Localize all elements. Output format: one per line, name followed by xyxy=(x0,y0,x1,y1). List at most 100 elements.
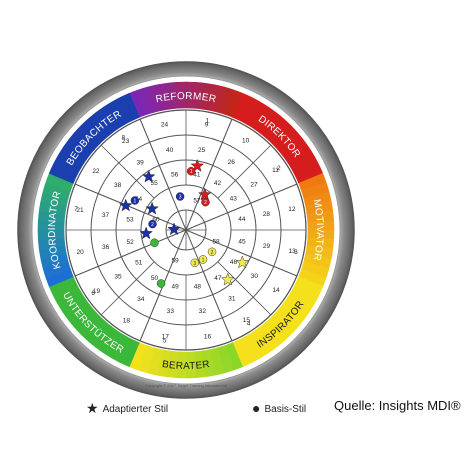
sector-number: 17 xyxy=(162,334,170,341)
sector-number: 21 xyxy=(76,207,84,214)
basic-style-dot-label: 3 xyxy=(179,195,182,201)
sector-number: 25 xyxy=(198,147,206,154)
segment-label: BERATER xyxy=(161,359,210,372)
sector-number: 32 xyxy=(199,308,207,315)
legend-basic-label: Basis-Stil xyxy=(264,404,307,415)
basic-style-dot-label: 1 xyxy=(202,257,205,263)
sector-number: 26 xyxy=(228,159,236,166)
sector-number: 23 xyxy=(122,138,130,145)
sector-number: 3 xyxy=(294,249,298,256)
basic-style-dot xyxy=(198,255,208,264)
sector-number: 24 xyxy=(161,122,169,129)
adapted-style-star xyxy=(235,255,250,269)
grid-subspoke xyxy=(74,183,145,214)
basic-style-dot-label: 3 xyxy=(193,261,196,267)
legend-basic: ● Basis-Stil xyxy=(252,400,306,416)
segment-label: MOTIVATOR xyxy=(311,198,325,261)
sector-number: 39 xyxy=(137,160,145,167)
sector-number: 20 xyxy=(77,249,85,256)
sector-number: 51 xyxy=(135,259,143,266)
grid-subspoke xyxy=(74,246,145,277)
sector-number: 9 xyxy=(205,121,209,128)
grid-subspoke xyxy=(202,118,233,189)
sector-number: 31 xyxy=(228,295,236,302)
basic-style-dot-label: 2 xyxy=(204,200,207,206)
sector-number: 16 xyxy=(204,333,212,340)
sector-number: 4 xyxy=(247,320,251,327)
grid-subspoke xyxy=(227,183,298,214)
segment-label-text: REFORMER xyxy=(155,91,217,105)
basic-style-dot xyxy=(150,238,159,247)
segment-label-text: MOTIVATOR xyxy=(311,198,325,261)
sector-number: 53 xyxy=(126,217,134,224)
basic-style-dot xyxy=(190,258,200,268)
adapted-style-star xyxy=(220,272,235,286)
adapted-style-star xyxy=(190,158,205,172)
sector-number: 60 xyxy=(152,217,160,224)
sector-number: 6 xyxy=(91,290,95,297)
legend-adapted: ★ Adaptierter Stil xyxy=(86,400,168,417)
segment-label: KOORDINATOR xyxy=(47,190,64,270)
sector-number: 45 xyxy=(238,238,246,245)
sector-number: 30 xyxy=(251,273,259,280)
grid-subspoke xyxy=(100,144,155,199)
basic-style-dot xyxy=(186,166,196,176)
segment-label-text: KOORDINATOR xyxy=(47,190,63,270)
sector-number: 36 xyxy=(102,244,110,251)
sector-number: 27 xyxy=(250,182,258,189)
sector-number: 5 xyxy=(163,337,167,344)
sector-number: 40 xyxy=(166,147,174,154)
sector-number: 56 xyxy=(171,172,179,179)
basic-style-dot-label: 2 xyxy=(151,222,154,228)
sector-number: 49 xyxy=(172,283,180,290)
basic-style-dot xyxy=(201,197,210,207)
grid-subspoke xyxy=(217,261,272,316)
adapted-style-star xyxy=(167,222,181,236)
legend-adapted-label: Adaptierter Stil xyxy=(102,404,169,415)
sector-number: 50 xyxy=(151,275,159,282)
sector-number: 55 xyxy=(151,180,159,187)
basic-style-dot xyxy=(156,279,166,288)
sector-number: 47 xyxy=(214,275,222,282)
sector-number: 41 xyxy=(193,172,201,179)
sector-number: 42 xyxy=(214,180,222,187)
sector-number: 14 xyxy=(272,287,280,294)
copyright-text: Copyright © 2007 Target Training Interna… xyxy=(145,383,227,388)
sector-number: 19 xyxy=(93,288,101,295)
segment-beobachter xyxy=(120,92,140,121)
grid-subspoke xyxy=(217,144,272,199)
basic-style-dot-label: 1 xyxy=(134,199,137,205)
segment-label-text: BERATER xyxy=(161,359,210,372)
sector-number: 46 xyxy=(230,259,238,266)
sector-number: 28 xyxy=(263,211,271,218)
sector-number: 58 xyxy=(212,238,220,245)
sector-number: 44 xyxy=(238,216,246,223)
basic-style-dot-label: 2 xyxy=(211,250,214,256)
basic-style-dot xyxy=(148,219,157,229)
sector-number: 11 xyxy=(272,167,279,174)
sector-number: 43 xyxy=(230,196,238,203)
sector-number: 33 xyxy=(167,308,175,315)
source-credit: Quelle: Insights MDI® xyxy=(334,398,461,413)
grid-subspoke xyxy=(139,118,170,189)
grid-subspoke xyxy=(227,246,298,277)
sector-number: 38 xyxy=(114,182,122,189)
grid-subspoke xyxy=(202,271,233,342)
adapted-style-star xyxy=(118,198,133,212)
sector-number: 18 xyxy=(123,318,131,325)
sector-number: 10 xyxy=(242,137,250,144)
basic-style-dot-label: 1 xyxy=(190,169,193,175)
adapted-style-star xyxy=(197,187,212,201)
basic-style-dot xyxy=(175,192,185,201)
grid-subspoke xyxy=(100,261,155,316)
basic-style-dot xyxy=(130,196,140,205)
sector-number: 34 xyxy=(137,296,145,303)
sector-number: 15 xyxy=(243,317,251,324)
sector-number: 7 xyxy=(74,206,78,213)
sector-number: 37 xyxy=(102,212,110,219)
sector-number: 8 xyxy=(122,135,126,142)
sector-number: 12 xyxy=(288,206,296,213)
adapted-style-star xyxy=(141,169,156,183)
adapted-style-star xyxy=(139,226,154,240)
